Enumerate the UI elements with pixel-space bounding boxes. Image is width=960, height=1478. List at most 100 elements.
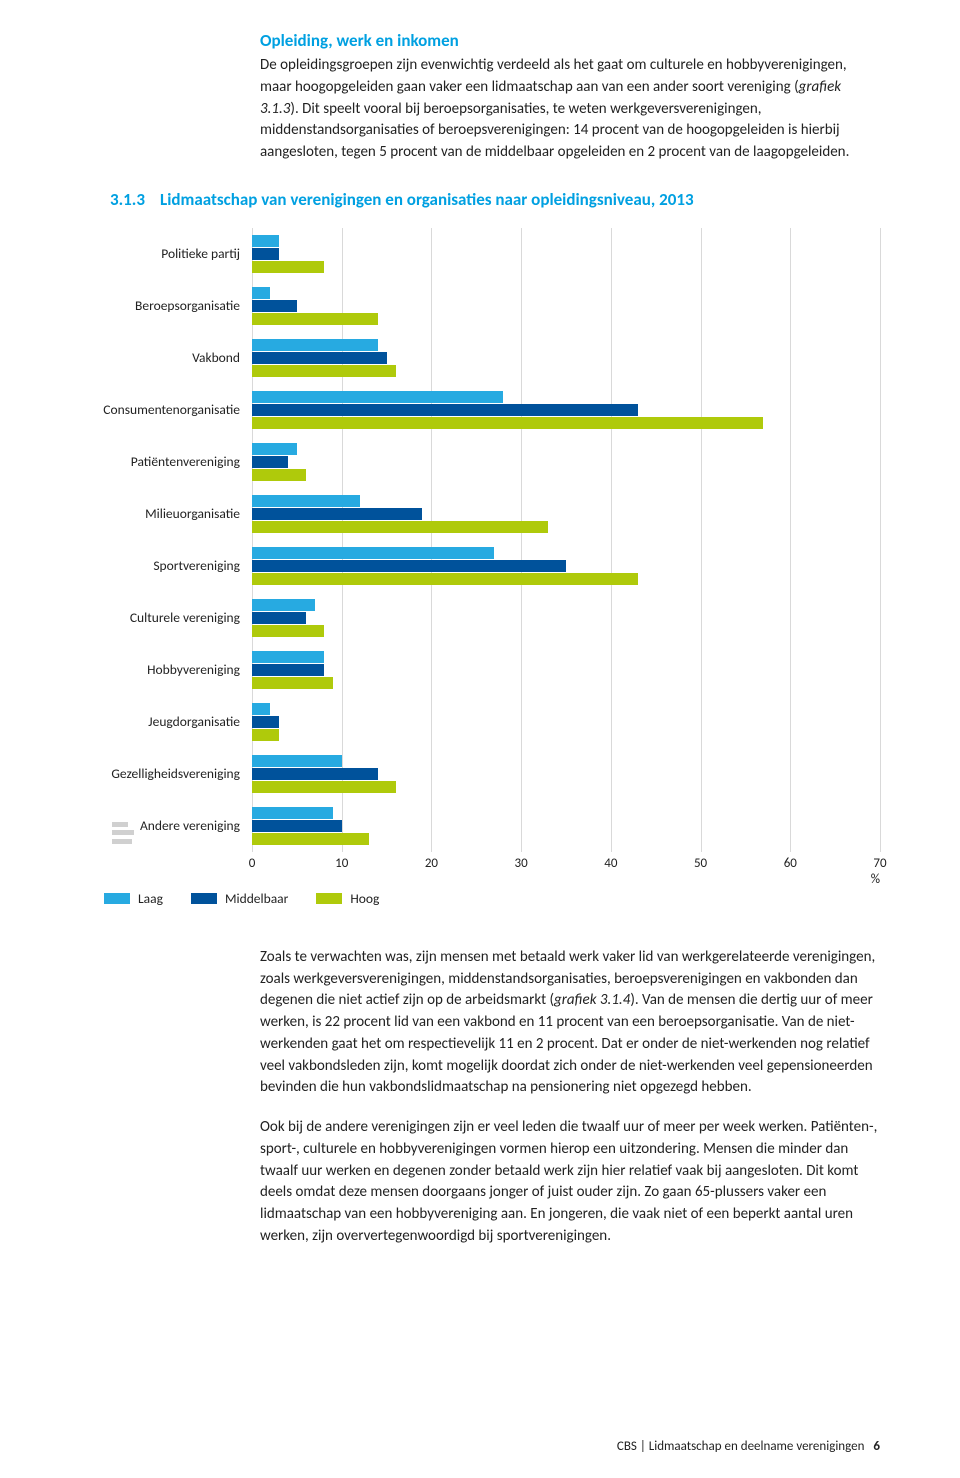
chart-category-row: Gezelligheidsvereniging [80,748,880,800]
chart-bar [252,508,422,520]
chart-bars-group [252,748,880,800]
chart-bar [252,339,378,351]
chart-bar [252,703,270,715]
chart-bars-group [252,488,880,540]
section-heading: Opleiding, werk en inkomen [260,30,880,51]
chart-bar [252,313,378,325]
chart-title: Lidmaatschap van verenigingen en organis… [160,189,694,210]
chart-bars-group [252,384,880,436]
chart-category-row: Jeugdorganisatie [80,696,880,748]
chart-x-tick-label: 20 [425,856,438,871]
chart-bar [252,573,638,585]
body-paragraph-1: Zoals te verwachten was, zijn mensen met… [260,947,880,1099]
body-text-block: Zoals te verwachten was, zijn mensen met… [260,947,880,1248]
legend-swatch [104,893,130,904]
legend-item: Middelbaar [191,890,288,907]
chart-bar [252,469,306,481]
chart-bar [252,612,306,624]
chart-bars-group [252,592,880,644]
chart-bar [252,599,315,611]
chart-bar [252,404,638,416]
chart-x-tick-label: 50 [694,856,707,871]
chart-category-row: Politieke partij [80,228,880,280]
intro-block: Opleiding, werk en inkomen De opleidings… [260,30,880,164]
chart-category-row: Vakbond [80,332,880,384]
chart-category-label: Patiëntenvereniging [80,436,252,488]
chart-x-tick-label: 0 [249,856,256,871]
chart-bar [252,781,396,793]
legend-swatch [316,893,342,904]
chart-bar [252,521,548,533]
chart-category-label: Jeugdorganisatie [80,696,252,748]
p1-ref-italic: grafiek 3.1.4 [554,991,630,1009]
chart-bars-group [252,280,880,332]
chart-bars-group [252,228,880,280]
chart-bar [252,807,333,819]
chart-category-label: Vakbond [80,332,252,384]
intro-text-1: De opleidingsgroepen zijn evenwichtig ve… [260,56,847,96]
chart-bar [252,261,324,273]
chart-category-row: Milieuorganisatie [80,488,880,540]
chart-legend: Laag Middelbaar Hoog [104,890,880,907]
chart-category-row: Hobbyvereniging [80,644,880,696]
chart-heading-row: 3.1.3 Lidmaatschap van verenigingen en o… [110,189,880,210]
chart-category-label: Andere vereniging [80,800,252,852]
chart-bar [252,664,324,676]
chart-bar [252,755,342,767]
chart-bar [252,768,378,780]
chart-bars-group [252,644,880,696]
chart-bar [252,365,396,377]
chart-category-label: Gezelligheidsvereniging [80,748,252,800]
intro-paragraph: De opleidingsgroepen zijn evenwichtig ve… [260,55,880,164]
chart-bar [252,729,279,741]
chart-bar [252,560,566,572]
chart-number: 3.1.3 [110,189,160,210]
chart-bars-group [252,800,880,852]
chart: Politieke partijBeroepsorganisatieVakbon… [80,228,880,907]
chart-bar [252,820,342,832]
legend-label: Laag [138,890,163,907]
page-footer: CBS | Lidmaatschap en deelname verenigin… [617,1439,880,1454]
chart-category-label: Consumentenorganisatie [80,384,252,436]
chart-unit-label: % [871,872,880,887]
chart-category-label: Politieke partij [80,228,252,280]
intro-text-2: ). Dit speelt vooral bij beroepsorganisa… [260,100,849,162]
chart-bar [252,716,279,728]
chart-bar [252,417,763,429]
chart-category-row: Beroepsorganisatie [80,280,880,332]
chart-bars-group [252,332,880,384]
chart-category-row: Culturele vereniging [80,592,880,644]
chart-x-tick-label: 40 [604,856,617,871]
chart-bar [252,547,494,559]
body-paragraph-2: Ook bij de andere verenigingen zijn er v… [260,1117,880,1248]
chart-bar [252,235,279,247]
footer-text: CBS | Lidmaatschap en deelname verenigin… [617,1439,865,1454]
chart-x-tick-label: 70 [873,856,886,871]
chart-x-axis: % 010203040506070 [80,856,880,886]
chart-plot-area: Politieke partijBeroepsorganisatieVakbon… [80,228,880,852]
chart-x-tick-label: 30 [515,856,528,871]
chart-bar [252,300,297,312]
chart-bars-group [252,696,880,748]
chart-bar [252,677,333,689]
chart-bar [252,625,324,637]
chart-category-label: Sportvereniging [80,540,252,592]
chart-category-row: Andere vereniging [80,800,880,852]
chart-bar [252,651,324,663]
chart-category-row: Patiëntenvereniging [80,436,880,488]
footer-page-number: 6 [873,1439,880,1454]
chart-bar [252,248,279,260]
legend-item: Hoog [316,890,379,907]
chart-bar [252,352,387,364]
chart-bar [252,833,369,845]
chart-category-row: Consumentenorganisatie [80,384,880,436]
legend-item: Laag [104,890,163,907]
legend-swatch [191,893,217,904]
cbs-logo-icon [112,822,134,844]
chart-bar [252,443,297,455]
chart-category-row: Sportvereniging [80,540,880,592]
chart-x-tick-label: 10 [335,856,348,871]
legend-label: Middelbaar [225,890,288,907]
chart-bar [252,287,270,299]
chart-bar [252,456,288,468]
